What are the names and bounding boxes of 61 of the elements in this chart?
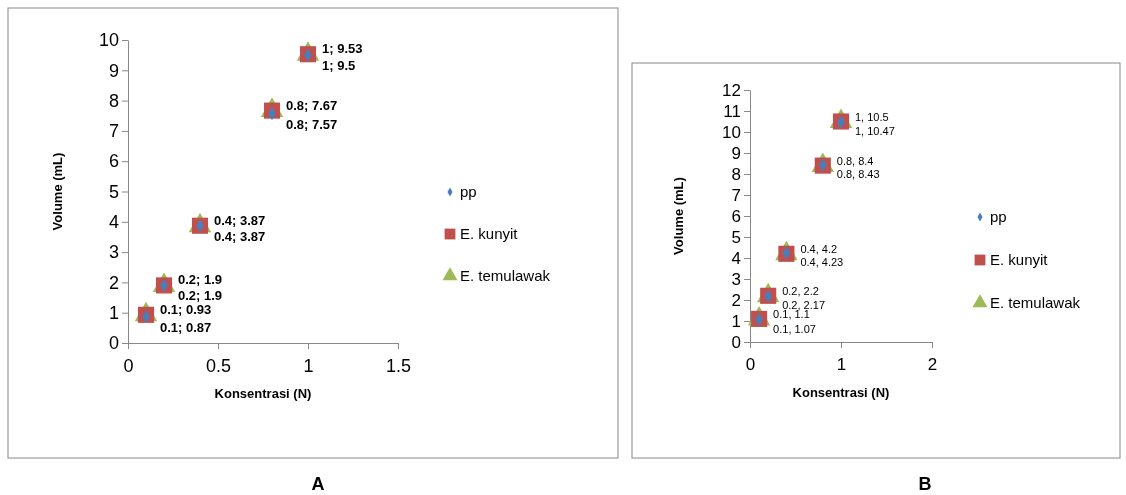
text: A — [311, 474, 325, 494]
y-tick-label: 3 — [731, 269, 741, 289]
data-label: 0.4, 4.23 — [800, 256, 844, 269]
y-tick-label: 10 — [722, 122, 741, 142]
data-label: 0.1, 1.07 — [773, 322, 816, 335]
y-tick-label: 6 — [108, 151, 119, 172]
legend-label: E. temulawak — [460, 267, 551, 284]
data-label: 0.1; 0.93 — [160, 301, 212, 317]
legend-label: E. temulawak — [990, 294, 1081, 311]
legend-label: pp — [990, 208, 1007, 225]
y-tick-label: 1 — [108, 302, 119, 323]
x-tick-label: 1.5 — [385, 355, 412, 376]
data-label: 0.8, 8.43 — [836, 167, 880, 180]
y-tick-label: 0 — [731, 332, 741, 352]
y-tick-label: 8 — [108, 90, 119, 111]
data-label: 0.4; 3.87 — [214, 212, 266, 228]
x-tick-label: 1 — [303, 355, 314, 376]
y-tick-label: 6 — [731, 206, 741, 226]
data-label: 1; 9.5 — [322, 58, 356, 74]
data-label: 0.2; 1.9 — [178, 288, 223, 304]
y-tick-label: 4 — [731, 248, 741, 268]
y-tick-label: 9 — [108, 60, 119, 81]
legend-label: E. kunyit — [460, 225, 519, 242]
data-label: 0.8, 8.4 — [836, 154, 874, 167]
y-tick-label: 8 — [731, 164, 741, 184]
y-tick-label: 11 — [723, 101, 741, 121]
data-label: 0.2, 2.2 — [782, 284, 819, 297]
y-tick-label: 5 — [731, 227, 741, 247]
y-tick-label: 10 — [98, 30, 119, 51]
x-axis-title: Konsentrasi (N) — [792, 385, 890, 400]
y-tick-label: 9 — [731, 143, 741, 163]
y-tick-label: 1 — [731, 311, 741, 331]
y-axis-title: Volume (mL) — [671, 177, 686, 255]
y-tick-label: 3 — [108, 242, 119, 263]
y-axis-title: Volume (mL) — [50, 152, 65, 231]
x-tick-label: 2 — [927, 354, 938, 374]
x-axis-title: Konsentrasi (N) — [214, 386, 312, 401]
y-tick-label: 5 — [108, 181, 119, 202]
data-label: 0.8; 7.67 — [286, 97, 338, 113]
y-tick-label: 7 — [731, 185, 741, 205]
x-tick-label: 1 — [836, 354, 847, 374]
y-tick-label: 7 — [108, 121, 119, 142]
data-label: 1, 10.47 — [855, 125, 895, 138]
y-tick-label: 0 — [108, 333, 119, 354]
y-tick-label: 2 — [731, 290, 741, 310]
text: B — [918, 474, 932, 494]
data-label: 1; 9.53 — [322, 41, 363, 57]
data-label: 1, 10.5 — [855, 110, 889, 123]
legend-label: E. kunyit — [990, 251, 1049, 268]
x-tick-label: 0.5 — [205, 355, 232, 376]
data-label: 0.4, 4.2 — [800, 242, 838, 255]
data-label: 0.8; 7.57 — [286, 116, 338, 132]
x-tick-label: 0 — [123, 355, 134, 376]
data-label: 0.4; 3.87 — [214, 228, 266, 244]
data-label: 0.1; 0.87 — [160, 319, 212, 335]
y-tick-label: 12 — [722, 80, 741, 100]
y-tick-label: 4 — [108, 212, 119, 233]
y-tick-label: 2 — [108, 272, 119, 293]
x-tick-label: 0 — [745, 354, 756, 374]
data-label: 0.2; 1.9 — [178, 272, 223, 288]
legend-label: pp — [460, 183, 477, 200]
